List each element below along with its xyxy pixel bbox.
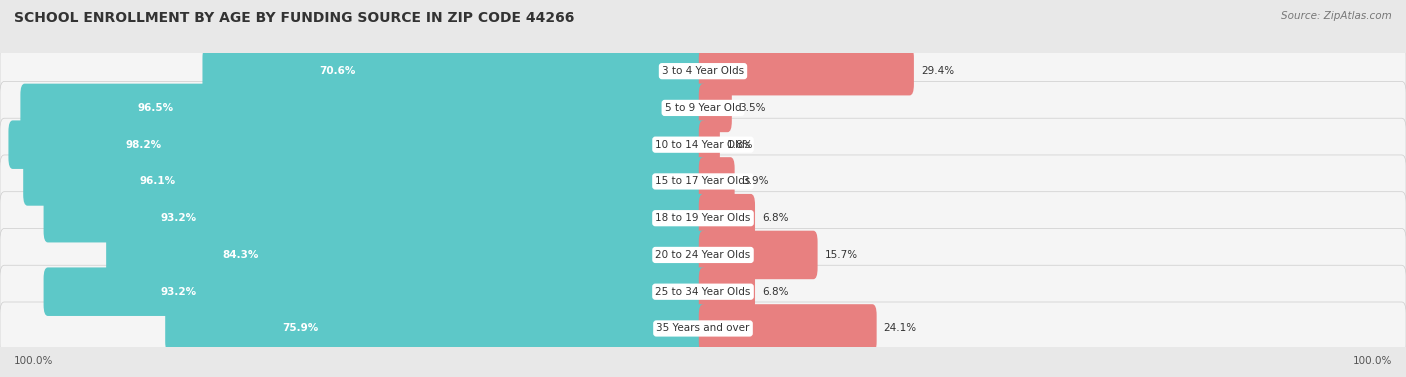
Text: 1.8%: 1.8% bbox=[727, 139, 754, 150]
Text: 3.5%: 3.5% bbox=[740, 103, 765, 113]
FancyBboxPatch shape bbox=[699, 120, 720, 169]
Text: 29.4%: 29.4% bbox=[921, 66, 955, 76]
Text: 3 to 4 Year Olds: 3 to 4 Year Olds bbox=[662, 66, 744, 76]
Text: 18 to 19 Year Olds: 18 to 19 Year Olds bbox=[655, 213, 751, 223]
Text: 20 to 24 Year Olds: 20 to 24 Year Olds bbox=[655, 250, 751, 260]
Text: 96.1%: 96.1% bbox=[141, 176, 176, 187]
Text: 93.2%: 93.2% bbox=[160, 287, 197, 297]
FancyBboxPatch shape bbox=[44, 267, 707, 316]
Legend: Public School, Private School: Public School, Private School bbox=[600, 375, 806, 377]
Text: 98.2%: 98.2% bbox=[125, 139, 162, 150]
FancyBboxPatch shape bbox=[699, 84, 733, 132]
FancyBboxPatch shape bbox=[0, 81, 1406, 134]
FancyBboxPatch shape bbox=[0, 45, 1406, 98]
FancyBboxPatch shape bbox=[24, 157, 707, 206]
Text: 100.0%: 100.0% bbox=[14, 356, 53, 366]
FancyBboxPatch shape bbox=[0, 192, 1406, 245]
FancyBboxPatch shape bbox=[8, 120, 707, 169]
FancyBboxPatch shape bbox=[699, 231, 818, 279]
FancyBboxPatch shape bbox=[202, 47, 707, 95]
Text: 35 Years and over: 35 Years and over bbox=[657, 323, 749, 334]
Text: 6.8%: 6.8% bbox=[762, 287, 789, 297]
Text: 75.9%: 75.9% bbox=[281, 323, 318, 334]
Text: 96.5%: 96.5% bbox=[138, 103, 173, 113]
Text: 24.1%: 24.1% bbox=[883, 323, 917, 334]
Text: Source: ZipAtlas.com: Source: ZipAtlas.com bbox=[1281, 11, 1392, 21]
FancyBboxPatch shape bbox=[0, 228, 1406, 281]
FancyBboxPatch shape bbox=[699, 267, 755, 316]
FancyBboxPatch shape bbox=[20, 84, 707, 132]
FancyBboxPatch shape bbox=[0, 302, 1406, 355]
Text: 25 to 34 Year Olds: 25 to 34 Year Olds bbox=[655, 287, 751, 297]
Text: 100.0%: 100.0% bbox=[1353, 356, 1392, 366]
FancyBboxPatch shape bbox=[0, 265, 1406, 318]
FancyBboxPatch shape bbox=[165, 304, 707, 353]
FancyBboxPatch shape bbox=[0, 118, 1406, 171]
Text: 84.3%: 84.3% bbox=[224, 250, 259, 260]
Text: SCHOOL ENROLLMENT BY AGE BY FUNDING SOURCE IN ZIP CODE 44266: SCHOOL ENROLLMENT BY AGE BY FUNDING SOUR… bbox=[14, 11, 575, 25]
FancyBboxPatch shape bbox=[44, 194, 707, 242]
Text: 70.6%: 70.6% bbox=[319, 66, 356, 76]
Text: 5 to 9 Year Old: 5 to 9 Year Old bbox=[665, 103, 741, 113]
Text: 10 to 14 Year Olds: 10 to 14 Year Olds bbox=[655, 139, 751, 150]
Text: 93.2%: 93.2% bbox=[160, 213, 197, 223]
FancyBboxPatch shape bbox=[699, 194, 755, 242]
Text: 3.9%: 3.9% bbox=[742, 176, 768, 187]
Text: 6.8%: 6.8% bbox=[762, 213, 789, 223]
FancyBboxPatch shape bbox=[0, 155, 1406, 208]
FancyBboxPatch shape bbox=[699, 47, 914, 95]
Text: 15.7%: 15.7% bbox=[824, 250, 858, 260]
FancyBboxPatch shape bbox=[699, 157, 734, 206]
Text: 15 to 17 Year Olds: 15 to 17 Year Olds bbox=[655, 176, 751, 187]
FancyBboxPatch shape bbox=[699, 304, 877, 353]
FancyBboxPatch shape bbox=[107, 231, 707, 279]
